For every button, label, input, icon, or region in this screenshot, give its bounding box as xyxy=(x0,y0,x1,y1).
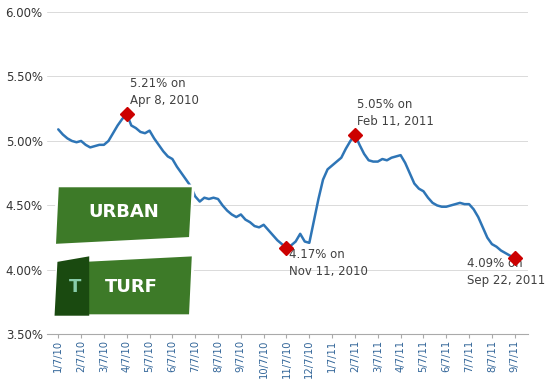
Text: 4.17% on
Nov 11, 2010: 4.17% on Nov 11, 2010 xyxy=(289,248,368,278)
Text: 4.09% on
Sep 22, 2011: 4.09% on Sep 22, 2011 xyxy=(467,257,545,287)
Text: 5.05% on
Feb 11, 2011: 5.05% on Feb 11, 2011 xyxy=(357,98,434,128)
Text: 5.21% on
Apr 8, 2010: 5.21% on Apr 8, 2010 xyxy=(130,78,199,108)
